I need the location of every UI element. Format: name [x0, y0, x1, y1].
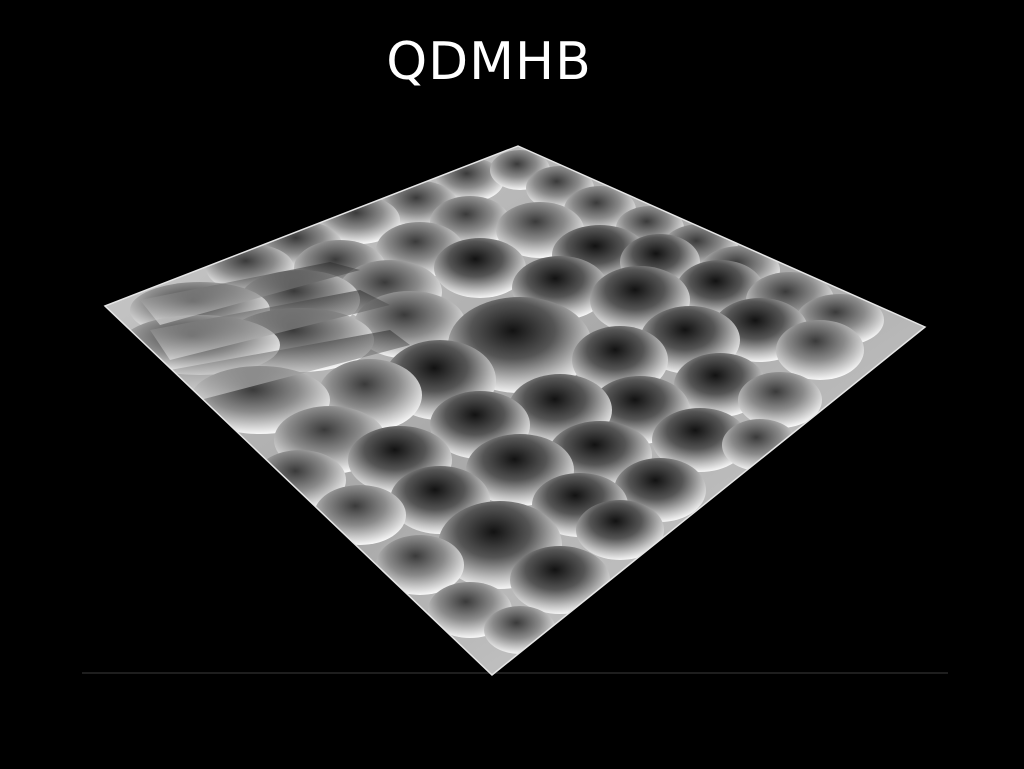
terrain-bump: [434, 238, 526, 298]
terrain-bump: [576, 500, 664, 560]
terrain-bump: [314, 485, 406, 545]
terrain-bump: [738, 372, 822, 428]
surface-edge: [103, 145, 927, 676]
terrain-ridge: [140, 262, 360, 325]
terrain-bump: [652, 408, 748, 472]
terrain-bump: [776, 320, 864, 380]
terrain-bump: [376, 535, 464, 595]
surface-bumps: [120, 150, 884, 654]
terrain-bump: [510, 546, 610, 614]
terrain-ridge: [170, 330, 410, 400]
slide-title: QDMHB: [386, 32, 592, 92]
terrain-ridge: [150, 290, 390, 360]
terrain-bump: [484, 606, 556, 654]
terrain-bump: [722, 419, 798, 471]
